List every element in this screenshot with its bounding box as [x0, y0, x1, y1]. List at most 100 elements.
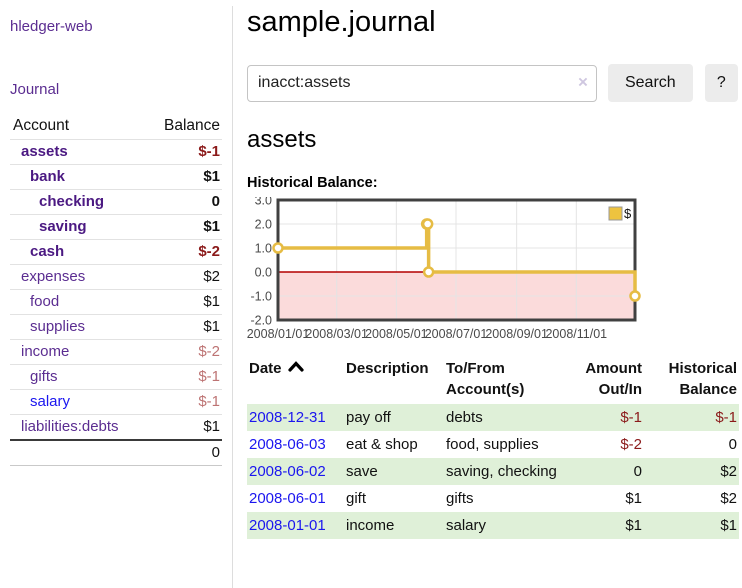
account-balance: $1: [203, 318, 220, 335]
transaction-date-link[interactable]: 2008-12-31: [249, 409, 326, 426]
y-axis-tick-label: -2.0: [250, 314, 272, 328]
account-row-assets: assets $-1: [10, 139, 222, 164]
x-axis-tick-label: 2008/09/01: [485, 327, 548, 341]
register-table-head: Date Description To/From Account(s) Amount Ou…: [247, 356, 739, 404]
legend-label: $: [624, 206, 632, 221]
register-col-description: Description: [344, 356, 444, 404]
transaction-amount: $1: [625, 490, 642, 507]
account-balance: $1: [203, 218, 220, 235]
account-row-expenses: expenses $2: [10, 264, 222, 289]
data-point-marker: [272, 242, 284, 254]
account-link-saving[interactable]: saving: [39, 218, 87, 235]
help-button[interactable]: ?: [704, 64, 738, 102]
account-row-salary: salary $-1: [10, 389, 222, 414]
data-point-marker: [629, 290, 641, 302]
account-name: gifts: [13, 368, 58, 386]
account-balance: $1: [203, 418, 220, 435]
register-col-label-line2: Account(s): [446, 381, 525, 398]
transaction-amount: $1: [625, 517, 642, 534]
transaction-date-cell: 2008-12-31: [247, 404, 344, 431]
accounts-table-header: Account Balance: [10, 114, 222, 139]
account-name: supplies: [13, 318, 85, 336]
transaction-accounts: salary: [446, 517, 487, 534]
accounts-header-balance: Balance: [163, 117, 220, 134]
transaction-date-link[interactable]: 2008-06-03: [249, 436, 326, 453]
app-title-link[interactable]: hledger-web: [10, 18, 93, 35]
register-col-label-line2: Balance: [679, 381, 737, 398]
register-col-label-line2: Out/In: [598, 381, 642, 398]
x-axis-tick-label: 2008/03/01: [305, 327, 368, 341]
account-link-food[interactable]: food: [30, 293, 60, 310]
account-balance: $2: [203, 268, 220, 285]
account-row-gifts: gifts $-1: [10, 364, 222, 389]
register-col-tofrom: To/From Account(s): [444, 356, 559, 404]
account-link-bank[interactable]: bank: [30, 168, 66, 185]
legend-swatch: [608, 206, 623, 221]
register-col-label: To/From: [446, 360, 505, 377]
x-axis-tick-label: 2008/11/01: [545, 327, 607, 341]
historical-balance-chart: $3.0 2.0 1.0 0.0 -1.0 -2.0 2008/01/01 2008/03/0…: [247, 197, 738, 344]
account-name: salary: [13, 393, 70, 411]
search-button[interactable]: Search: [607, 64, 693, 102]
clear-search-icon[interactable]: ×: [578, 72, 588, 92]
search-input-wrap: ×: [247, 64, 597, 102]
y-axis-tick-label: 2.0: [255, 218, 272, 232]
transaction-balance: 0: [728, 436, 737, 453]
accounts-total-value: 0: [211, 444, 220, 461]
register-col-date[interactable]: Date: [247, 356, 344, 404]
account-name: saving: [13, 218, 87, 236]
account-row-saving: saving $1: [10, 214, 222, 239]
transaction-amount: $-2: [620, 436, 642, 453]
transaction-date-link[interactable]: 2008-06-02: [249, 463, 326, 480]
account-name: income: [13, 343, 69, 361]
account-name: expenses: [13, 268, 85, 286]
register-col-label: Historical: [668, 360, 737, 377]
y-axis-tick-label: -1.0: [250, 290, 272, 304]
transaction-row: 2008-06-03 eat & shop food, supplies $-2 0: [247, 431, 739, 458]
account-heading: assets: [247, 126, 317, 153]
x-axis-tick-label: 2008/01/01: [247, 327, 309, 341]
transaction-description: gift: [346, 490, 367, 507]
account-link-supplies[interactable]: supplies: [30, 318, 86, 335]
account-link-salary[interactable]: salary: [30, 393, 71, 410]
search-input[interactable]: [247, 64, 597, 102]
y-axis-tick-label: 1.0: [255, 242, 272, 256]
transaction-description: save: [346, 463, 378, 480]
transaction-date-cell: 2008-06-02: [247, 458, 344, 485]
transaction-accounts: gifts: [446, 490, 474, 507]
account-link-assets[interactable]: assets: [21, 143, 68, 160]
transaction-amount: $-1: [620, 409, 642, 426]
register-table-body: 2008-12-31 pay off debts $-1 $-1 2008-06-03 ea…: [247, 404, 739, 539]
y-axis-tick-label: 3.0: [255, 197, 272, 208]
account-name: bank: [13, 168, 65, 186]
account-link-liabilities-debts[interactable]: liabilities:debts: [21, 418, 119, 435]
account-link-expenses[interactable]: expenses: [21, 268, 86, 285]
account-link-cash[interactable]: cash: [30, 243, 65, 260]
register-col-amount: Amount Out/In: [559, 356, 644, 404]
account-link-checking[interactable]: checking: [39, 193, 105, 210]
account-name: assets: [13, 143, 68, 161]
page-title: sample.journal: [247, 6, 436, 38]
sidebar-item-journal[interactable]: Journal: [10, 81, 60, 98]
account-row-checking: checking 0: [10, 189, 222, 214]
search-form: × Search ?: [247, 64, 738, 102]
sidebar: hledger-web Journal Account Balance asse…: [0, 6, 233, 588]
account-row-bank: bank $1: [10, 164, 222, 189]
transaction-description: pay off: [346, 409, 391, 426]
account-row-liabilities-debts: liabilities:debts $1: [10, 414, 222, 439]
register-col-label: Date: [249, 360, 282, 377]
accounts-table: Account Balance assets $-1 bank $1 checking 0…: [10, 114, 222, 466]
account-balance: 0: [211, 193, 220, 210]
account-link-gifts[interactable]: gifts: [30, 368, 58, 385]
account-row-supplies: supplies $1: [10, 314, 222, 339]
transaction-date-link[interactable]: 2008-06-01: [249, 490, 326, 507]
account-link-income[interactable]: income: [21, 343, 70, 360]
sort-ascending-icon: [287, 361, 304, 372]
transaction-description: eat & shop: [346, 436, 418, 453]
account-balance: $1: [203, 168, 220, 185]
register-col-label: Amount: [585, 360, 642, 377]
y-axis-tick-label: 0.0: [255, 266, 272, 280]
x-axis-tick-label: 2008/07/01: [425, 327, 488, 341]
transaction-date-link[interactable]: 2008-01-01: [249, 517, 326, 534]
account-balance: $-2: [198, 243, 220, 260]
